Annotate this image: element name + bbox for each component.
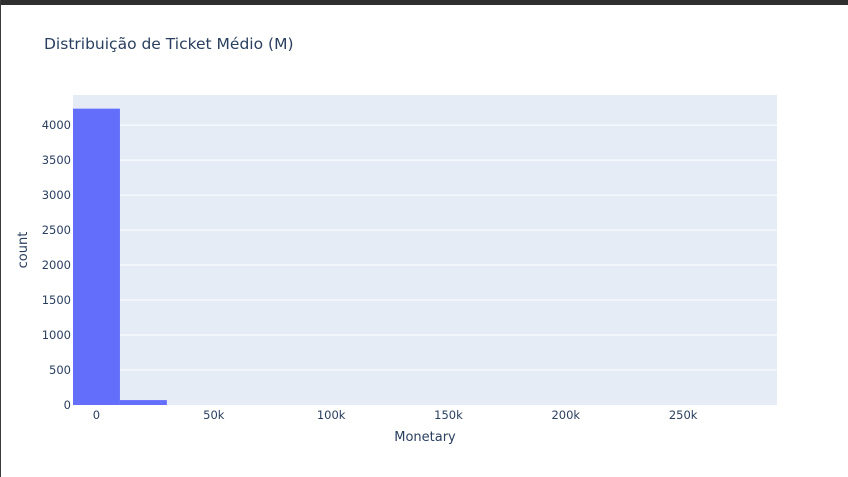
window-left-border <box>0 0 1 477</box>
x-tick-label: 150k <box>434 408 463 422</box>
x-axis-title: Monetary <box>394 430 456 445</box>
y-tick-label: 4000 <box>42 118 71 132</box>
y-tick-label: 2500 <box>42 223 71 237</box>
plot-area-background <box>73 95 777 405</box>
y-tick-label: 0 <box>64 398 71 412</box>
x-axis-ticks: 0 50k 100k 150k 200k 250k <box>93 408 698 422</box>
y-axis-ticks: 0 500 1000 1500 2000 2500 3000 3500 4000 <box>42 118 71 412</box>
grid-lines <box>73 124 777 371</box>
x-tick-label: 250k <box>669 408 698 422</box>
y-tick-label: 1500 <box>42 293 71 307</box>
y-tick-label: 3000 <box>42 188 71 202</box>
histogram-bar[interactable] <box>73 108 120 405</box>
y-tick-label: 1000 <box>42 328 71 342</box>
window-top-bar <box>0 0 848 5</box>
x-tick-label: 100k <box>317 408 346 422</box>
bars <box>73 108 167 405</box>
x-tick-label: 200k <box>551 408 580 422</box>
y-axis-title: count <box>16 232 31 269</box>
histogram-bar[interactable] <box>119 400 167 405</box>
y-tick-label: 3500 <box>42 153 71 167</box>
y-tick-label: 500 <box>49 363 71 377</box>
x-tick-label: 50k <box>203 408 225 422</box>
x-tick-label: 0 <box>93 408 100 422</box>
chart-title: Distribuição de Ticket Médio (M) <box>44 35 294 53</box>
y-tick-label: 2000 <box>42 258 71 272</box>
